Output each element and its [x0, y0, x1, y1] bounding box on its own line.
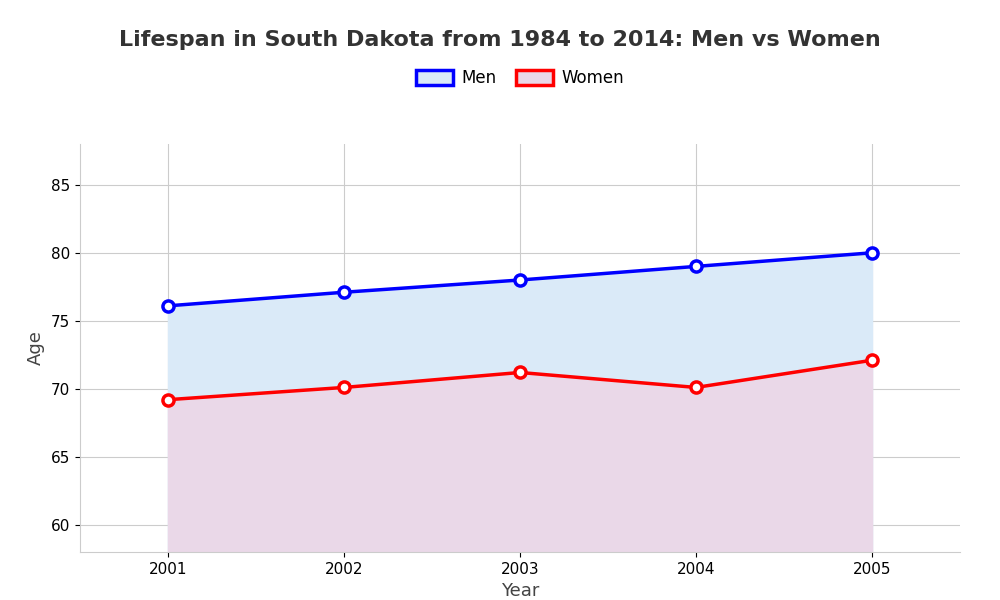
Legend: Men, Women: Men, Women [409, 62, 631, 94]
Y-axis label: Age: Age [27, 331, 45, 365]
X-axis label: Year: Year [501, 582, 539, 600]
Text: Lifespan in South Dakota from 1984 to 2014: Men vs Women: Lifespan in South Dakota from 1984 to 20… [119, 30, 881, 50]
